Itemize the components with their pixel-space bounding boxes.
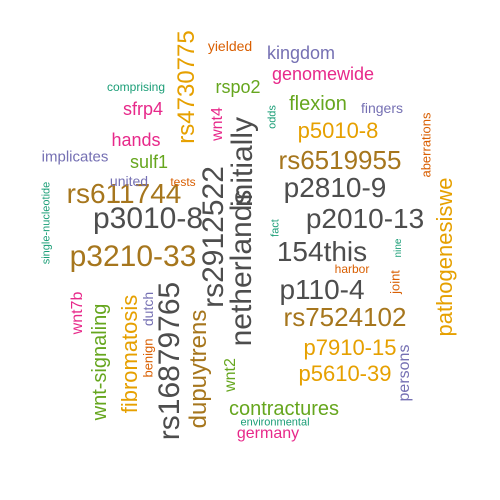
- word-rs7524102: rs7524102: [283, 302, 407, 332]
- word-benign: benign: [140, 338, 156, 378]
- word-aberrations: aberrations: [418, 112, 434, 178]
- word-rspo2: rspo2: [215, 77, 261, 97]
- word-p3210-33: p3210-33: [69, 240, 197, 273]
- word-kingdom: kingdom: [266, 43, 336, 63]
- word-rs2912522: rs2912522: [197, 166, 230, 308]
- word-environmental: environmental: [240, 416, 310, 429]
- word-comprising: comprising: [106, 80, 166, 94]
- word-dutch: dutch: [140, 291, 156, 327]
- word-initially: initially: [226, 116, 259, 208]
- word-harbor: harbor: [334, 262, 370, 276]
- word-hands: hands: [111, 130, 161, 150]
- word-wnt-signaling: wnt-signaling: [89, 303, 111, 421]
- word-p2010-13: p2010-13: [305, 203, 425, 234]
- word-genomewide: genomewide: [271, 64, 375, 84]
- word-wnt7b: wnt7b: [69, 291, 86, 335]
- word-germany: germany: [236, 425, 300, 442]
- word-rs6519955: rs6519955: [278, 145, 402, 175]
- word-sulf1: sulf1: [129, 152, 169, 172]
- word-sfrp4: sfrp4: [122, 99, 164, 119]
- word-yielded: yielded: [207, 38, 253, 54]
- word-154this: 154this: [276, 236, 368, 267]
- word-p5610-39: p5610-39: [298, 361, 392, 386]
- word-flexion: flexion: [289, 93, 347, 115]
- word-netherlands: netherlands: [225, 189, 258, 347]
- word-odds: odds: [266, 105, 279, 129]
- word-contractures: contractures: [228, 398, 340, 420]
- word-wnt2: wnt2: [222, 358, 239, 392]
- word-p5010-8: p5010-8: [297, 118, 379, 143]
- word-fingers: fingers: [360, 100, 404, 116]
- word-rs16879765: rs16879765: [153, 281, 186, 441]
- word-nine: nine: [393, 238, 404, 258]
- word-p3010-8: p3010-8: [92, 202, 204, 235]
- word-wnt4: wnt4: [209, 107, 226, 141]
- word-rs4730775: rs4730775: [173, 30, 200, 144]
- word-joint: joint: [387, 270, 403, 294]
- word-fact: fact: [269, 219, 282, 237]
- word-persons: persons: [396, 344, 413, 402]
- word-p110-4: p110-4: [279, 274, 365, 305]
- word-fibromatosis: fibromatosis: [117, 294, 142, 414]
- word-single-nucleotide: single-nucleotide: [40, 181, 53, 265]
- word-rs611744: rs611744: [66, 178, 182, 209]
- word-dupuytrens: dupuytrens: [185, 309, 212, 429]
- word-implicates: implicates: [41, 148, 109, 166]
- word-pathogenesiswe: pathogenesiswe: [432, 177, 457, 337]
- word-tests: tests: [170, 175, 196, 189]
- word-p7910-15: p7910-15: [303, 335, 397, 360]
- word-united: united: [109, 173, 149, 189]
- word-p2810-9: p2810-9: [283, 172, 387, 203]
